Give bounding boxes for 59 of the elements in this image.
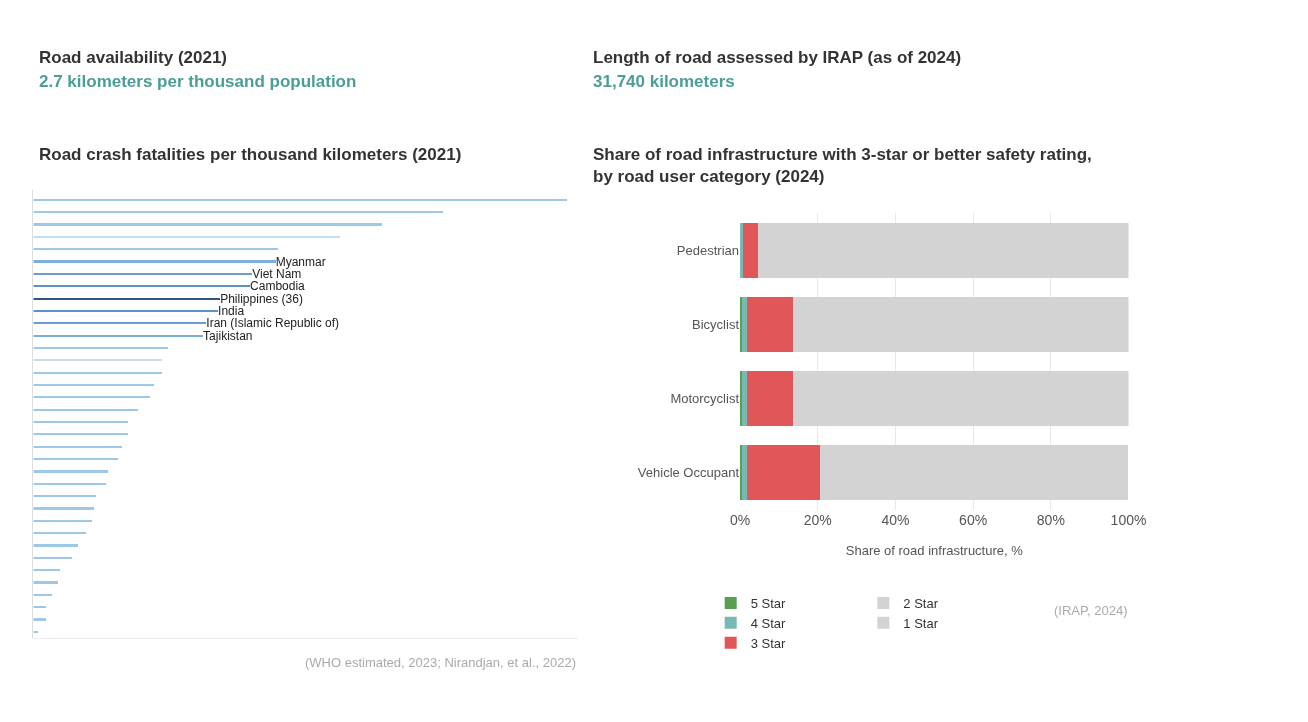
bar <box>33 309 219 313</box>
chart-title: Road crash fatalities per thousand kilometers (2021) <box>39 145 462 164</box>
legend-label: 5 Star <box>750 596 787 612</box>
bar <box>33 457 118 461</box>
bar <box>33 272 253 276</box>
bar <box>33 235 341 239</box>
bar <box>33 396 151 399</box>
bar <box>746 296 794 352</box>
x-tick-label: 0% <box>729 512 751 528</box>
text: Road availability (2021) <box>39 48 228 67</box>
bar <box>33 507 94 510</box>
bar <box>33 198 567 201</box>
legend-label: 1 Star <box>903 615 939 631</box>
y-tick-label: Pedestrian <box>676 242 740 258</box>
bar <box>33 581 59 584</box>
bar <box>33 223 383 226</box>
text: 2.7 kilometers per thousand population <box>39 72 357 91</box>
text: (WHO estimated, 2023; Nirandjan, et al., 2022) <box>305 655 576 670</box>
bar <box>742 371 747 427</box>
bar <box>33 383 155 387</box>
text: 31,740 kilometers <box>593 72 735 91</box>
bar <box>33 544 79 547</box>
legend-label: 4 Star <box>750 615 787 631</box>
bar <box>757 222 1129 278</box>
bar <box>33 297 221 300</box>
bar <box>33 334 204 337</box>
y-tick-label: Philippines (36) <box>220 291 303 306</box>
bar <box>793 296 1129 352</box>
chart-title: Share of road infrastructure with 3-star or better safety rating, by road user category (2024) <box>593 145 1092 187</box>
bar <box>33 359 163 362</box>
y-tick-label: Motorcyclist <box>670 391 740 407</box>
bar <box>33 260 276 263</box>
x-axis-title: Share of road infrastructure, % <box>845 542 1024 558</box>
y-tick-label: Cambodia <box>250 279 306 294</box>
y-tick-label: Vehicle Occupant <box>637 465 740 481</box>
bar <box>33 322 207 325</box>
legend-label: 3 Star <box>750 635 787 651</box>
bar <box>33 470 109 473</box>
x-tick-label: 60% <box>959 512 988 528</box>
bar <box>746 371 794 427</box>
y-tick-label: Iran (Islamic Republic of) <box>206 316 340 331</box>
y-tick-label: Bicyclist <box>692 316 740 332</box>
text: (IRAP, 2024) <box>1054 603 1128 618</box>
text: Length of road assessed by IRAP (as of 2024) <box>593 48 962 67</box>
bar <box>33 408 139 411</box>
bar <box>742 222 758 278</box>
x-tick-label: 40% <box>881 512 910 528</box>
y-tick-label: Tajikistan <box>203 328 253 343</box>
legend-label: 2 Star <box>903 596 939 612</box>
bar <box>742 445 747 501</box>
bar <box>746 445 821 501</box>
x-tick-label: 80% <box>1036 512 1065 528</box>
x-tick-label: 100% <box>1110 512 1147 528</box>
bar <box>33 248 279 251</box>
y-tick-label: Myanmar <box>275 254 326 269</box>
bar <box>742 296 747 352</box>
bar <box>33 618 46 621</box>
bar <box>33 569 60 572</box>
x-tick-label: 20% <box>803 512 832 528</box>
